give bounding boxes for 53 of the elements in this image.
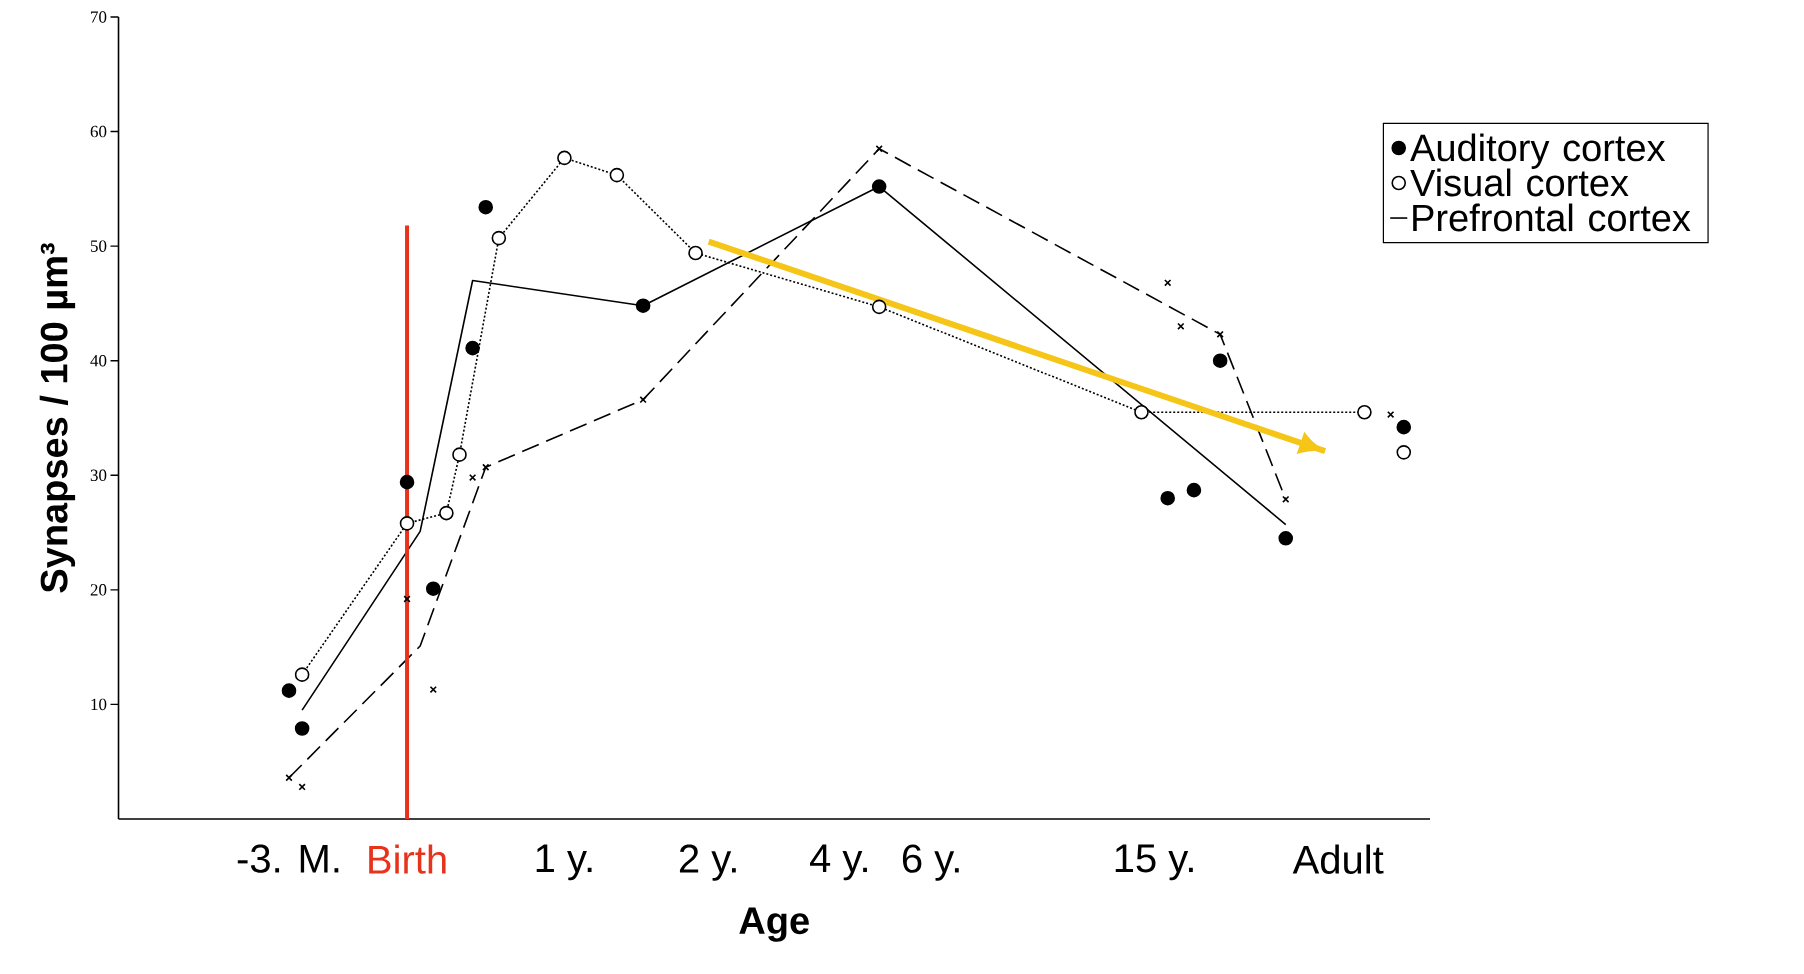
y-tick-label: 40 [90,354,107,367]
y-axis-title: Synapses / 100 µm³ [39,243,76,593]
point [281,683,297,698]
point [468,473,477,482]
point [465,340,480,356]
x-tick-label: Birth [369,844,446,874]
y-tick-label: 50 [90,240,107,252]
point [1282,495,1290,503]
point [403,595,411,603]
point [294,721,310,736]
y-tick-label: 10 [91,698,107,711]
point [1387,410,1395,419]
x-axis-title: Age [739,907,809,942]
x-tick-label: 2 y. [679,844,736,881]
point [1164,279,1172,287]
x-tick-label: 6 y. [902,844,959,881]
point [482,463,490,471]
point [1357,404,1372,420]
legend-label: Visual cortex [1410,168,1629,197]
point [439,505,454,521]
point [1160,490,1175,506]
point [478,199,494,215]
legend-label: Prefrontal cortex [1413,203,1691,232]
x-tick-label: 15 y. [1115,844,1193,881]
point [875,145,883,153]
point [294,667,310,682]
x-tick-label: 1 y. [536,844,592,881]
point [491,230,507,246]
point [399,474,415,490]
point [298,783,306,791]
point [557,150,572,166]
point [425,581,441,596]
y-tick-label: 60 [90,125,107,138]
y-tick-label: 20 [90,584,107,596]
point [452,447,467,462]
point [1186,482,1202,498]
point [688,245,703,261]
point [1278,530,1294,546]
point [871,179,887,194]
y-tick-label: 30 [90,469,107,482]
point [635,298,651,314]
legend-label: Auditory cortex [1410,133,1666,169]
point [1212,353,1228,369]
x-tick-label: -3. M. [237,844,339,873]
x-tick-label: Adult [1292,844,1384,874]
point [1396,419,1412,435]
point [1396,445,1412,460]
point [399,516,415,531]
point [871,299,887,315]
x-tick-label: 4 y. [810,844,867,881]
y-tick-label: 70 [91,11,107,23]
point [609,167,625,183]
point [1134,404,1149,420]
